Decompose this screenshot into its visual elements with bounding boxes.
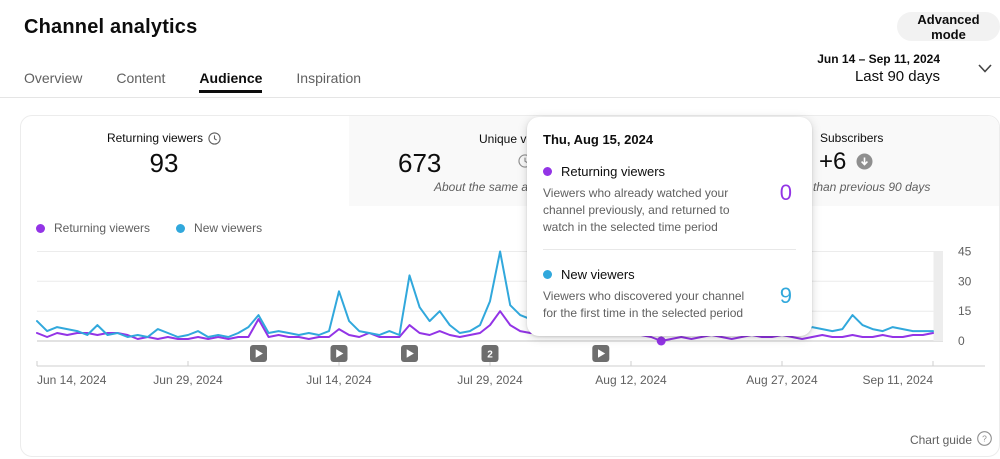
legend-label-new: New viewers (194, 221, 263, 235)
date-range-picker[interactable]: Jun 14 – Sep 11, 2024 Last 90 days (817, 52, 940, 85)
chart-tooltip: Thu, Aug 15, 2024 Returning viewers View… (527, 117, 812, 336)
tabs-divider (0, 97, 1000, 98)
tooltip-date: Thu, Aug 15, 2024 (543, 132, 654, 147)
metric-label-returning: Returning viewers (106, 131, 204, 145)
tab-audience[interactable]: Audience (199, 70, 263, 102)
tooltip-value-returning: 0 (779, 180, 792, 205)
tooltip-label-returning: Returning viewers (561, 164, 666, 179)
metric-note-subscribers: than previous 90 days (813, 180, 931, 194)
tooltip-divider (543, 249, 796, 250)
legend-label-returning: Returning viewers (54, 221, 151, 235)
chevron-down-icon[interactable] (978, 60, 992, 78)
chart-legend: Returning viewers New viewers (36, 221, 262, 235)
analytics-tabs: Overview Content Audience Inspiration (24, 70, 361, 102)
chart-guide-label: Chart guide (909, 433, 972, 447)
tooltip-dot-new (543, 270, 552, 279)
legend-dot-new (176, 223, 186, 233)
tooltip-value-new: 9 (779, 283, 792, 308)
legend-item-new[interactable]: New viewers (176, 221, 262, 235)
tooltip-row-new: New viewers Viewers who discovered your … (543, 267, 796, 322)
metric-note-unique: About the same as pr (434, 180, 549, 194)
metric-value-returning: 93 (149, 148, 179, 178)
metric-card-subscribers[interactable]: Subscribers (820, 131, 884, 145)
metric-value-unique: 673 (398, 148, 442, 178)
chart-guide[interactable]: Chart guide ? (910, 431, 992, 449)
arrow-down-circle-icon (856, 153, 873, 175)
metric-card-returning-viewers[interactable]: Returning viewers (0, 131, 328, 148)
clock-icon (208, 132, 221, 148)
page-title: Channel analytics (24, 16, 198, 38)
legend-item-returning[interactable]: Returning viewers (36, 221, 150, 235)
svg-text:?: ? (982, 434, 987, 444)
date-preset-text: Last 90 days (854, 68, 940, 85)
advanced-mode-button[interactable]: Advanced mode (897, 12, 1000, 42)
tab-content[interactable]: Content (116, 70, 166, 86)
date-range-text: Jun 14 – Sep 11, 2024 (817, 52, 940, 66)
tooltip-label-new: New viewers (561, 267, 635, 282)
help-circle-icon: ? (977, 431, 992, 449)
tab-inspiration[interactable]: Inspiration (296, 70, 362, 86)
tooltip-row-returning: Returning viewers Viewers who already wa… (543, 164, 796, 236)
metric-card-unique-viewers[interactable]: Unique vie (479, 132, 536, 146)
metric-value-subscribers: +6 (819, 148, 847, 175)
tab-overview[interactable]: Overview (24, 70, 83, 86)
tooltip-desc-returning: Viewers who already watched your channel… (543, 186, 730, 234)
tooltip-desc-new: Viewers who discovered your channel for … (543, 289, 745, 320)
tooltip-dot-returning (543, 167, 552, 176)
legend-dot-returning (36, 223, 45, 233)
